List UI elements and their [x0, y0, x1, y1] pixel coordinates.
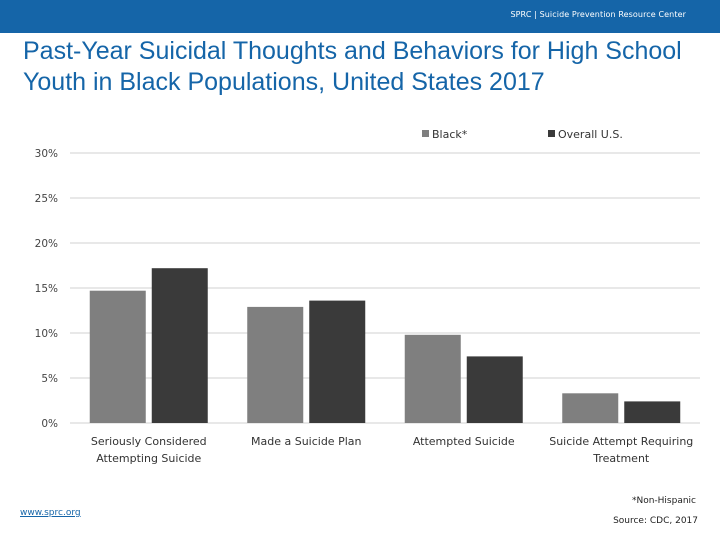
category-labels: Seriously Considered Attempting Suicide Ma…	[91, 435, 693, 465]
y-axis-ticks: 0% 5% 10% 15% 20% 25% 30%	[35, 148, 58, 430]
footnote: *Non-Hispanic	[631, 496, 696, 506]
bar-overall-us	[624, 401, 681, 423]
legend-label: Overall U.S.	[558, 128, 623, 141]
legend: Black* Overall U.S.	[422, 128, 623, 141]
bar-black	[562, 393, 619, 423]
y-tick-label: 10%	[35, 328, 58, 340]
y-tick-label: 5%	[41, 373, 58, 385]
category-label: Attempted Suicide	[413, 435, 515, 448]
y-tick-label: 15%	[35, 283, 58, 295]
y-tick-label: 20%	[35, 238, 58, 250]
category-label: Suicide Attempt Requiring	[549, 435, 693, 448]
brand-text: SPRC | Suicide Prevention Resource Cente…	[510, 10, 686, 19]
website-link[interactable]: www.sprc.org	[20, 508, 81, 518]
bar-black	[89, 290, 146, 423]
header-bar: SPRC | Suicide Prevention Resource Cente…	[0, 0, 720, 33]
bars	[89, 268, 681, 423]
y-tick-label: 25%	[35, 193, 58, 205]
category-label: Seriously Considered	[91, 435, 207, 448]
bar-black	[404, 334, 461, 423]
legend-swatch-black	[422, 130, 429, 137]
bar-overall-us	[151, 268, 208, 423]
bar-overall-us	[466, 356, 523, 423]
bar-black	[247, 306, 304, 423]
legend-label: Black*	[432, 128, 468, 141]
legend-swatch-overall-us	[548, 130, 555, 137]
category-label: Treatment	[592, 452, 650, 465]
chart-title: Past-Year Suicidal Thoughts and Behavior…	[23, 37, 682, 96]
y-tick-label: 0%	[41, 418, 58, 430]
source-note: Source: CDC, 2017	[613, 516, 698, 526]
category-label: Attempting Suicide	[96, 452, 201, 465]
category-label: Made a Suicide Plan	[251, 435, 362, 448]
bar-overall-us	[309, 300, 366, 423]
y-tick-label: 30%	[35, 148, 58, 160]
